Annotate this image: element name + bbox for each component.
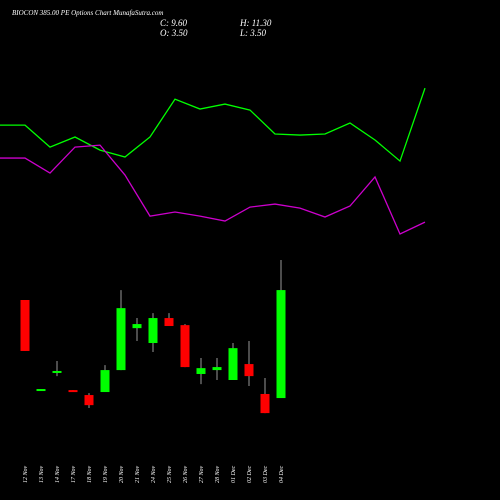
candle-body [36, 389, 46, 392]
chart-title: BIOCON 385.00 PE Options Chart MunafaSut… [12, 9, 163, 17]
candle-body [68, 390, 78, 393]
candle-body [212, 367, 222, 371]
x-tick-label: 18 Nov [87, 465, 93, 483]
candle-body [180, 325, 190, 368]
candle-body [244, 364, 254, 377]
candle-body [84, 395, 94, 406]
x-tick-label: 01 Dec [231, 466, 237, 483]
x-tick-label: 17 Nov [71, 465, 77, 483]
close-label: C: 9.60 [160, 18, 188, 28]
high-label: H: 11.30 [239, 18, 272, 28]
candle-body [100, 370, 110, 393]
open-label: O: 3.50 [160, 28, 188, 38]
low-label: L: 3.50 [239, 28, 267, 38]
candle-body [132, 324, 142, 329]
candle-body [116, 308, 126, 371]
x-tick-label: 13 Nov [39, 465, 45, 483]
x-tick-label: 24 Nov [150, 465, 157, 483]
x-tick-label: 21 Nov [135, 465, 141, 483]
x-tick-label: 03 Dec [263, 466, 269, 483]
candle-body [164, 318, 174, 327]
x-tick-label: 20 Nov [119, 465, 125, 483]
candle-body [52, 370, 62, 373]
candle-body [20, 300, 30, 351]
x-tick-label: 28 Nov [215, 465, 221, 483]
indicator-line [0, 144, 426, 235]
x-tick-label: 26 Nov [183, 465, 189, 483]
x-tick-label: 04 Dec [278, 466, 285, 483]
x-tick-label: 14 Nov [54, 465, 61, 483]
x-tick-label: 02 Dec [247, 466, 253, 483]
candle-body [276, 290, 286, 399]
x-tick-label: 12 Nov [23, 465, 29, 483]
indicator-line [0, 87, 426, 163]
candle-body [148, 318, 158, 344]
candle-body [260, 393, 270, 414]
x-tick-label: 19 Nov [103, 465, 109, 483]
x-tick-label: 25 Nov [167, 465, 173, 483]
candle-body [196, 368, 206, 374]
x-tick-label: 27 Nov [199, 465, 205, 483]
candle-body [228, 348, 238, 380]
